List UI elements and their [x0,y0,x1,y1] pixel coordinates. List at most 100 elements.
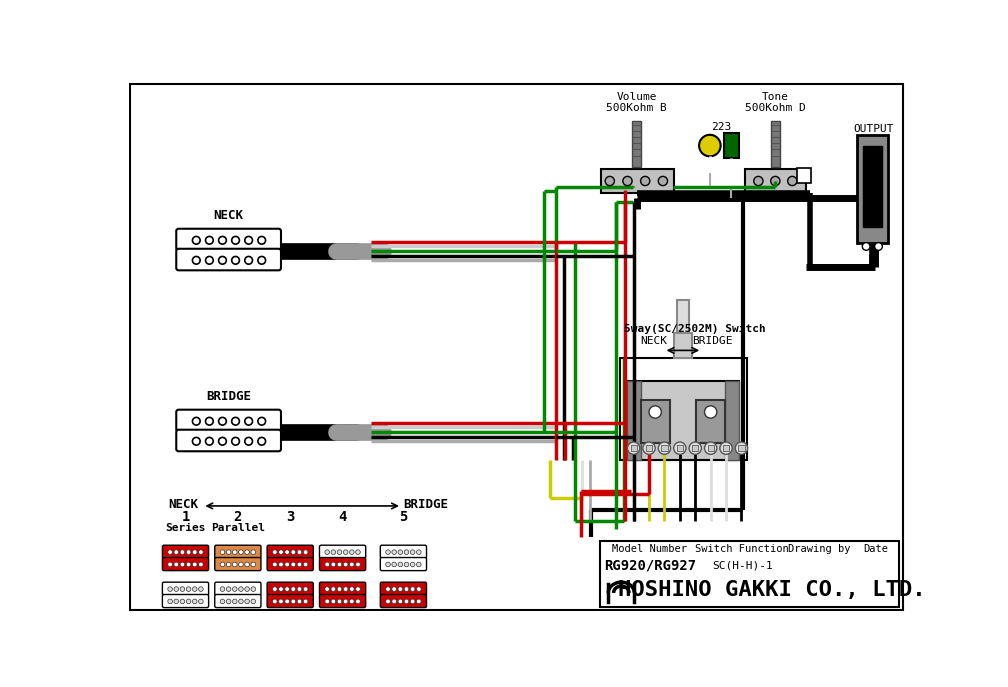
Text: BRIDGE: BRIDGE [206,390,251,403]
Circle shape [167,587,172,592]
Circle shape [232,256,240,264]
FancyBboxPatch shape [267,545,313,559]
Circle shape [297,599,301,604]
Circle shape [193,438,201,445]
FancyBboxPatch shape [162,582,209,595]
Circle shape [251,550,256,554]
FancyBboxPatch shape [320,582,366,595]
Circle shape [278,562,283,567]
Circle shape [344,562,348,567]
Circle shape [297,550,301,554]
Bar [723,445,729,451]
Circle shape [416,550,421,554]
Circle shape [344,587,348,592]
Circle shape [410,599,415,604]
Circle shape [771,177,780,185]
Bar [673,333,692,358]
Circle shape [398,562,402,567]
Circle shape [219,236,227,244]
Text: NECK: NECK [214,209,244,222]
Text: NECK: NECK [640,336,667,346]
Bar [661,445,667,451]
Circle shape [285,599,289,604]
Circle shape [245,550,249,554]
Bar [640,401,670,443]
Bar [797,168,810,183]
Circle shape [297,587,301,592]
Text: 1: 1 [181,510,190,524]
Circle shape [705,442,717,454]
Circle shape [331,550,336,554]
Circle shape [404,562,409,567]
Circle shape [245,587,249,592]
Circle shape [658,177,667,185]
Circle shape [251,587,256,592]
Circle shape [245,562,249,567]
Circle shape [193,236,201,244]
Circle shape [245,256,252,264]
FancyBboxPatch shape [176,249,281,270]
Circle shape [233,599,237,604]
Text: Model Number: Model Number [612,544,687,554]
Circle shape [186,550,191,554]
Circle shape [356,562,360,567]
Circle shape [227,550,231,554]
Circle shape [233,550,237,554]
FancyBboxPatch shape [215,582,261,595]
Circle shape [232,236,240,244]
Circle shape [285,550,289,554]
Circle shape [720,442,732,454]
FancyBboxPatch shape [176,229,281,250]
Text: 2: 2 [234,510,242,524]
Circle shape [291,599,295,604]
FancyBboxPatch shape [380,582,426,595]
Bar [631,445,637,451]
Circle shape [392,599,396,604]
Text: Date: Date [864,544,889,554]
Circle shape [220,550,225,554]
Bar [857,135,888,243]
Circle shape [754,177,763,185]
Circle shape [303,562,307,567]
Circle shape [227,599,231,604]
Circle shape [392,587,396,592]
Circle shape [862,243,870,250]
FancyBboxPatch shape [162,558,209,571]
FancyBboxPatch shape [267,558,313,571]
Circle shape [325,550,330,554]
Bar [771,121,780,167]
Circle shape [239,599,243,604]
Circle shape [350,550,354,554]
Circle shape [245,599,249,604]
Text: HOSHINO GAKKI CO., LTD.: HOSHINO GAKKI CO., LTD. [619,580,926,600]
Bar [632,121,641,167]
Circle shape [180,599,184,604]
FancyBboxPatch shape [267,582,313,595]
Text: NECK: NECK [168,498,199,511]
Circle shape [167,599,172,604]
Bar [724,133,739,158]
Circle shape [245,236,252,244]
Bar [738,445,745,451]
Circle shape [331,587,336,592]
Bar [627,381,641,460]
Circle shape [278,599,283,604]
Circle shape [220,587,225,592]
Circle shape [386,562,390,567]
FancyBboxPatch shape [215,558,261,571]
Bar [627,381,739,460]
Circle shape [193,599,197,604]
Circle shape [272,550,277,554]
Bar [600,541,898,607]
Circle shape [206,438,214,445]
Text: 223: 223 [712,122,732,132]
Circle shape [220,562,225,567]
Circle shape [410,587,415,592]
FancyBboxPatch shape [162,545,209,559]
Circle shape [658,442,670,454]
Circle shape [186,587,191,592]
Circle shape [303,550,307,554]
Circle shape [416,562,421,567]
Circle shape [258,256,265,264]
Circle shape [689,442,702,454]
